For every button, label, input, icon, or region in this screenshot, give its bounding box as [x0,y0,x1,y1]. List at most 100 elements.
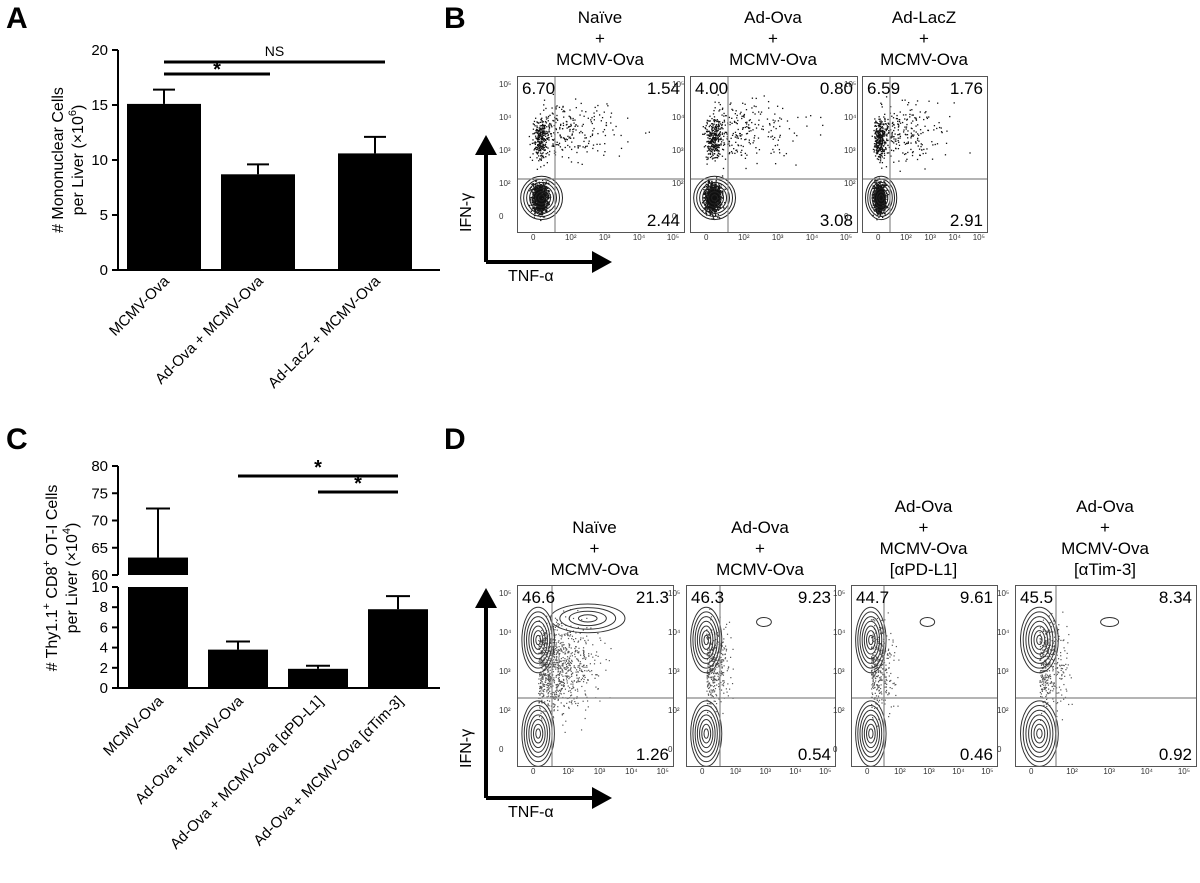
flow-event [544,198,546,200]
flow-event [713,202,715,204]
flow-event [546,684,548,686]
flow-event [538,141,540,143]
flow-event [540,674,542,676]
flow-event [884,204,886,206]
flow-event [534,209,537,211]
flow-event [583,140,585,143]
flow-event [542,186,544,188]
flow-event [536,138,539,141]
flow-event [891,122,894,125]
flow-event [534,135,537,137]
flow-event [547,671,550,673]
flow-event [723,119,726,121]
flow-event [773,151,775,153]
flow-event [901,99,903,101]
flow-event [874,124,877,127]
flow-event [717,129,719,131]
flow-event [878,210,880,213]
flow-event [706,191,708,193]
flow-event [879,137,882,139]
flow-event [709,132,711,134]
flow-event [540,198,542,201]
flow-event [721,108,724,111]
flow-event [706,198,708,201]
flow-event [755,147,757,149]
flow-event [544,124,546,127]
flow-event [562,111,564,113]
flow-event [585,641,587,643]
flow-event [713,205,716,208]
flow-event [712,205,714,207]
flow-event [548,131,551,133]
flow-event [581,619,583,621]
flow-event [543,205,546,207]
flow-event [734,152,736,155]
flow-event [572,117,574,120]
flow-event [544,135,547,137]
flow-event [716,143,718,145]
flow-event [717,198,719,200]
flow-event [543,194,546,196]
flow-event [546,661,548,664]
flow-event [539,640,541,643]
flow-event [912,120,914,122]
flow-event [547,668,549,670]
flow-event [919,111,921,113]
flow-event [554,662,556,664]
flow-event [552,639,554,641]
flow-event [537,155,540,157]
flow-event [552,139,555,141]
flow-event [708,140,710,143]
flow-event [579,680,581,683]
flow-event [715,210,717,212]
flow-event [906,119,908,121]
flow-event [792,140,794,142]
flow-event [542,651,544,653]
flow-event [540,129,542,131]
flow-event [881,205,883,207]
flow-event [557,641,559,643]
flow-event [541,667,543,669]
flow-event [879,184,882,186]
flow-event [559,660,561,662]
flow-event [548,692,550,694]
flow-event [540,202,542,204]
flow-event [887,144,889,147]
flow-event [559,134,561,136]
flow-event [880,150,883,153]
panel-label-b: B [444,2,466,35]
flow-event [894,133,896,135]
flow-event [709,190,711,192]
flow-event [710,199,713,201]
flow-event [546,193,549,195]
flow-event [543,185,546,188]
flow-event [583,115,585,117]
flow-event [891,134,893,136]
flow-event [714,157,716,159]
flow-event [577,640,580,642]
flow-event [720,143,722,145]
flow-event [555,634,557,636]
flow-event [714,202,717,204]
bar [128,587,188,688]
flow-event [707,158,709,160]
flow-event [723,143,726,146]
flow-event [709,200,711,202]
flow-event [544,189,546,192]
flow-event [753,140,755,142]
flow-event [734,131,737,134]
flow-event [717,195,720,197]
flow-event [557,667,559,669]
flow-event [535,206,538,209]
flow-event [541,696,543,698]
flow-event [564,660,566,662]
flow-event [708,201,710,203]
flow-event [721,141,723,143]
flow-event [599,637,601,639]
flow-event [564,653,566,655]
flow-event [542,651,545,653]
flow-event [718,149,720,152]
flow-event [554,656,556,658]
flow-event [736,149,738,151]
flow-event [536,147,538,149]
